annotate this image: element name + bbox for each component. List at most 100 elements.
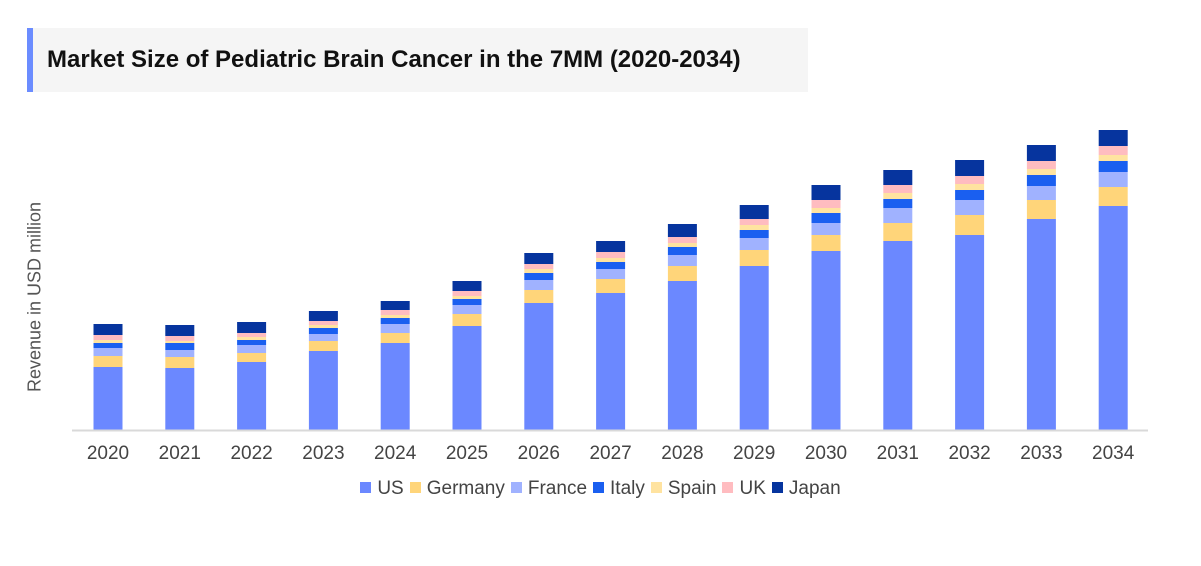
bar-germany-2029 <box>739 250 769 266</box>
bar-france-2020 <box>93 348 123 356</box>
bar-spain-2030 <box>811 208 841 213</box>
bar-france-2027 <box>596 269 626 279</box>
bar-italy-2031 <box>883 199 913 208</box>
bar-germany-2027 <box>596 279 626 293</box>
bar-japan-2034 <box>1098 130 1128 146</box>
bar-us-2031 <box>883 241 913 430</box>
bar-spain-2023 <box>308 325 338 328</box>
bar-uk-2033 <box>1026 161 1056 169</box>
bar-japan-2031 <box>883 170 913 185</box>
bar-spain-2024 <box>380 315 410 318</box>
bar-us-2021 <box>165 368 195 430</box>
bar-uk-2022 <box>237 333 267 337</box>
bar-germany-2025 <box>452 314 482 326</box>
legend-label: US <box>377 478 404 499</box>
bar-germany-2021 <box>165 357 195 368</box>
bar-germany-2026 <box>524 290 554 303</box>
bar-japan-2029 <box>739 205 769 219</box>
bar-japan-2025 <box>452 281 482 291</box>
bar-italy-2032 <box>955 190 985 200</box>
bar-uk-2020 <box>93 335 123 340</box>
bar-france-2022 <box>237 345 267 353</box>
legend-label: Japan <box>788 478 841 499</box>
bar-us-2033 <box>1026 219 1056 430</box>
bar-italy-2030 <box>811 213 841 223</box>
legend-item-spain: Spain <box>650 478 717 500</box>
bar-japan-2033 <box>1026 145 1056 161</box>
bar-italy-2027 <box>596 262 626 269</box>
legend-swatch <box>650 482 662 493</box>
bar-japan-2021 <box>165 325 195 336</box>
bar-germany-2034 <box>1098 187 1128 206</box>
bar-us-2032 <box>955 235 985 430</box>
bar-spain-2029 <box>739 225 769 230</box>
bar-italy-2023 <box>308 328 338 334</box>
bar-france-2023 <box>308 334 338 341</box>
bar-uk-2023 <box>308 321 338 325</box>
bar-france-2030 <box>811 223 841 235</box>
bar-germany-2028 <box>667 266 697 281</box>
bar-spain-2033 <box>1026 169 1056 175</box>
bar-us-2025 <box>452 326 482 430</box>
bar-uk-2024 <box>380 310 410 315</box>
title-accent-bar <box>27 28 33 92</box>
bar-us-2026 <box>524 303 554 430</box>
bar-italy-2034 <box>1098 161 1128 172</box>
x-tick-label: 2034 <box>1092 443 1135 464</box>
x-tick-label: 2032 <box>948 443 990 464</box>
bar-uk-2029 <box>739 219 769 225</box>
bar-italy-2025 <box>452 299 482 305</box>
bar-germany-2032 <box>955 215 985 235</box>
bar-france-2034 <box>1098 172 1128 187</box>
x-tick-label: 2020 <box>87 443 129 464</box>
x-tick-label: 2021 <box>159 443 201 464</box>
legend-label: Germany <box>426 478 505 499</box>
title-box: Market Size of Pediatric Brain Cancer in… <box>27 28 808 92</box>
bar-us-2034 <box>1098 206 1128 430</box>
legend-item-japan: Japan <box>771 478 841 500</box>
x-tick-label: 2028 <box>661 443 703 464</box>
bar-spain-2028 <box>667 243 697 247</box>
bar-us-2023 <box>308 351 338 430</box>
bar-japan-2032 <box>955 160 985 176</box>
bar-spain-2022 <box>237 337 267 340</box>
bar-france-2024 <box>380 324 410 333</box>
bar-spain-2026 <box>524 269 554 273</box>
bar-uk-2021 <box>165 336 195 341</box>
x-tick-label: 2022 <box>230 443 272 464</box>
bar-us-2024 <box>380 343 410 430</box>
x-tick-label: 2030 <box>805 443 847 464</box>
bar-spain-2021 <box>165 341 195 343</box>
bar-uk-2030 <box>811 200 841 208</box>
bar-us-2028 <box>667 281 697 430</box>
legend-label: Spain <box>667 478 717 499</box>
legend-swatch <box>593 482 605 493</box>
legend-label: France <box>527 478 588 499</box>
bar-france-2026 <box>524 280 554 290</box>
x-tick-label: 2023 <box>302 443 344 464</box>
bar-germany-2033 <box>1026 200 1056 219</box>
bar-germany-2023 <box>308 341 338 351</box>
legend: US Germany France Italy Spain UK Japan <box>0 478 1201 500</box>
legend-swatch <box>409 482 421 493</box>
bar-spain-2020 <box>93 340 123 343</box>
bar-japan-2027 <box>596 241 626 252</box>
bar-japan-2023 <box>308 311 338 321</box>
x-tick-label: 2025 <box>446 443 488 464</box>
bar-japan-2030 <box>811 185 841 200</box>
x-tick-label: 2027 <box>589 443 631 464</box>
legend-swatch <box>771 482 783 493</box>
bar-germany-2030 <box>811 235 841 251</box>
bar-italy-2028 <box>667 247 697 255</box>
legend-item-uk: UK <box>722 478 766 500</box>
bar-france-2032 <box>955 200 985 215</box>
bar-us-2027 <box>596 293 626 430</box>
bar-japan-2028 <box>667 224 697 237</box>
bar-italy-2020 <box>93 343 123 348</box>
bar-japan-2024 <box>380 301 410 310</box>
bar-germany-2020 <box>93 356 123 367</box>
x-tick-label: 2024 <box>374 443 417 464</box>
legend-swatch <box>722 482 734 493</box>
bar-us-2022 <box>237 362 267 430</box>
bar-spain-2025 <box>452 296 482 299</box>
